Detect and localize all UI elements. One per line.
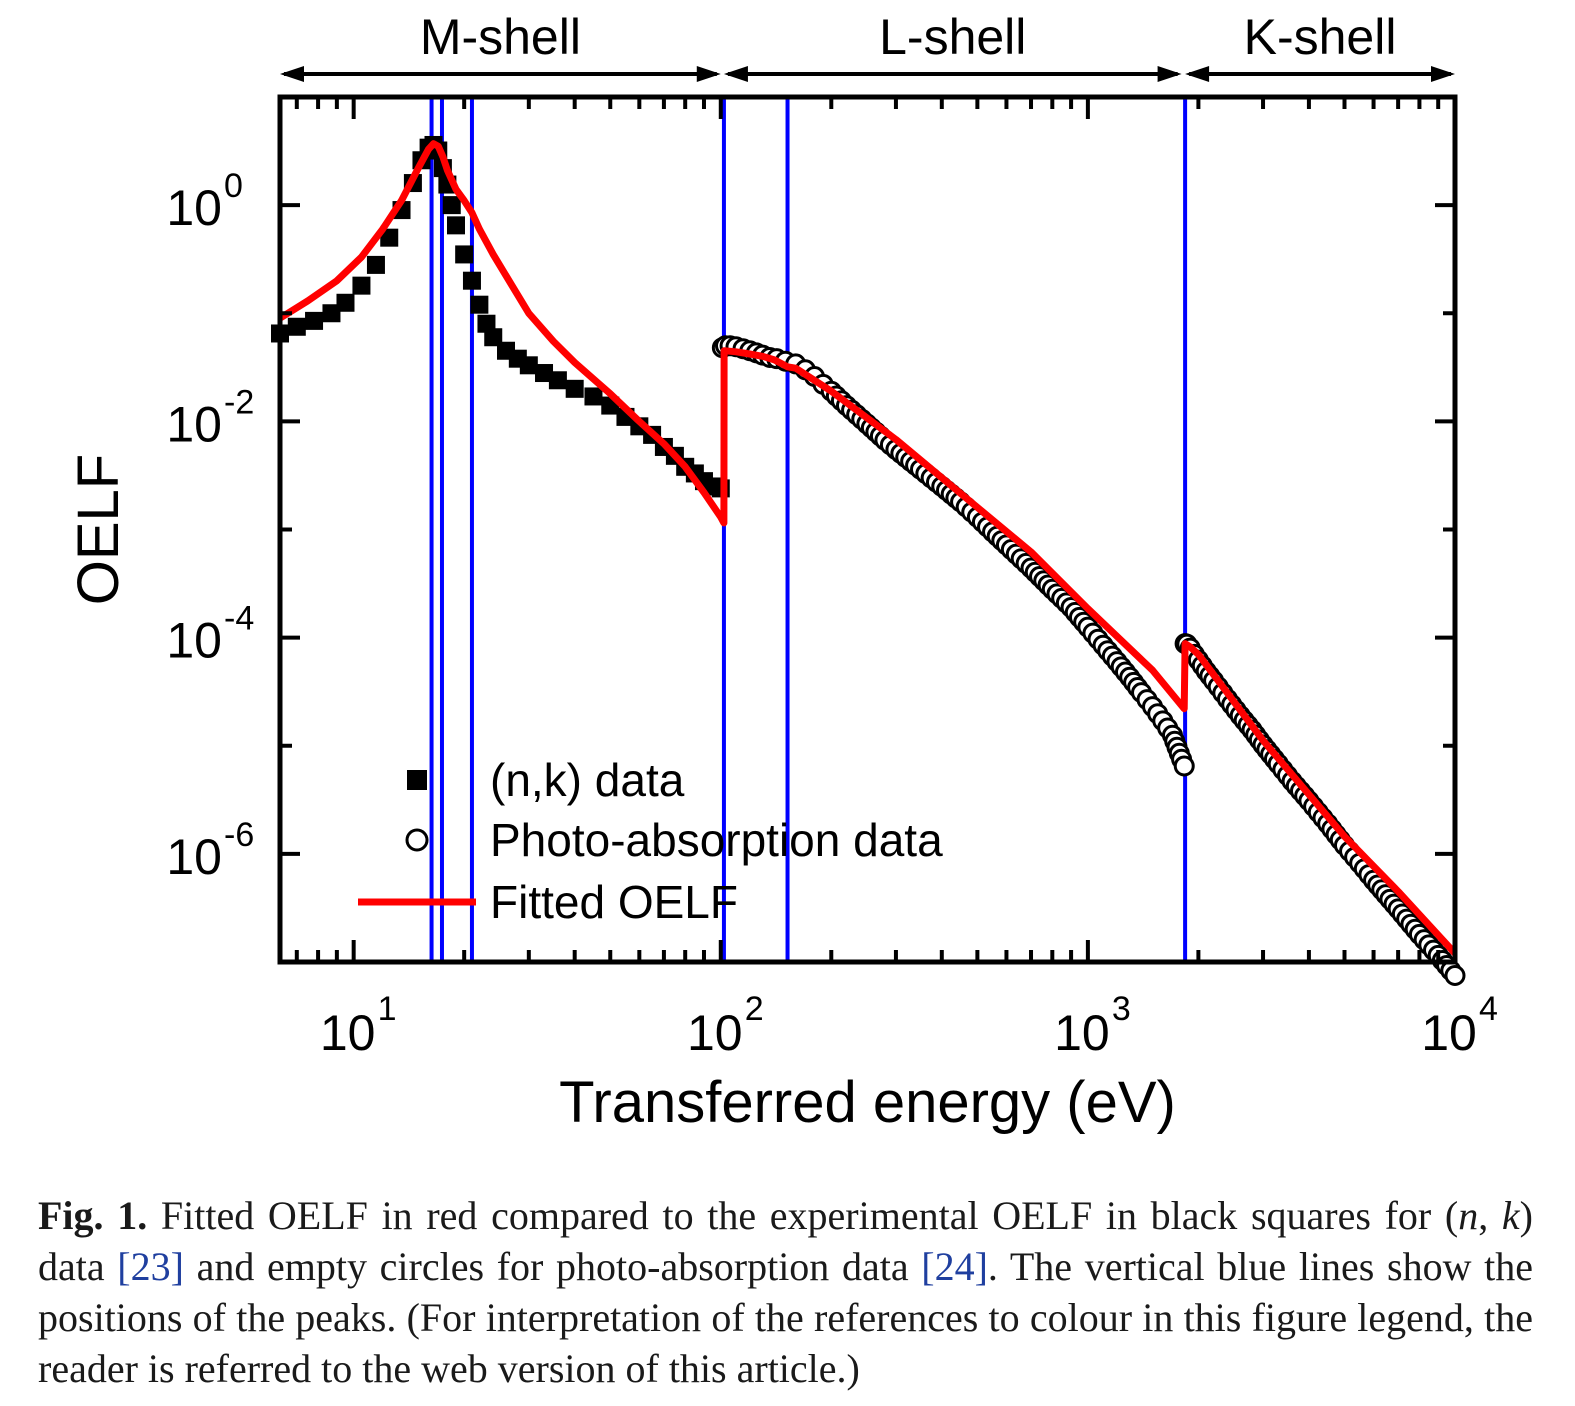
x-tick-label: 10 <box>320 1005 376 1061</box>
photoabsorption-data-point <box>1173 755 1195 777</box>
nk-data-point <box>519 356 538 375</box>
nk-data-point <box>462 271 481 290</box>
caption-text-2: , <box>1478 1193 1502 1238</box>
nk-data-point <box>565 379 584 398</box>
legend-label: (n,k) data <box>490 754 685 806</box>
shell-arrow-head-right <box>1431 66 1455 82</box>
legend-label: Photo-absorption data <box>490 814 943 866</box>
caption-text-3: ) data <box>38 1193 1533 1289</box>
data-series <box>271 135 1466 987</box>
x-tick-label: 10 <box>687 1005 743 1061</box>
nk-data-point <box>548 371 567 390</box>
caption-text-5: . The vertical blue lines show the posit… <box>38 1244 1534 1391</box>
nk-data-point <box>455 245 474 264</box>
x-tick-exponent: 4 <box>1479 990 1498 1028</box>
x-tick-label: 10 <box>1054 1005 1110 1061</box>
x-axis-title: Transferred energy (eV) <box>559 1070 1176 1135</box>
nk-data-point <box>470 295 489 314</box>
figure-caption: Fig. 1. Fitted OELF in red compared to t… <box>38 1190 1533 1394</box>
nk-data-point <box>380 228 399 247</box>
shell-arrow-head-left <box>280 66 304 82</box>
shell-range-annotations: M-shell L-shell K-shell <box>280 9 1455 82</box>
shell-arrow-head-right <box>696 66 721 82</box>
caption-text-1: Fitted OELF in red compared to the exper… <box>147 1193 1459 1238</box>
x-tick-exponent: 2 <box>745 990 764 1028</box>
y-tick-label: 10 <box>166 180 222 236</box>
legend-label: Fitted OELF <box>490 876 738 928</box>
peak-lines <box>429 97 1188 962</box>
nk-data-point <box>535 364 554 383</box>
caption-k: k <box>1501 1193 1520 1238</box>
nk-data-point <box>477 314 496 333</box>
caption-label: Fig. 1. <box>38 1193 148 1238</box>
nk-data-point <box>322 304 341 323</box>
oelf-chart: M-shell L-shell K-shell 10 1 10 2 10 3 10 410 010-… <box>66 9 1498 1135</box>
shell-arrow-head-left <box>723 66 748 82</box>
x-tick-exponent: 1 <box>378 990 397 1028</box>
nk-data-point <box>442 196 461 215</box>
shell-label: L-shell <box>879 9 1026 65</box>
y-tick-label: 10 <box>166 396 222 452</box>
axis-ticks <box>280 95 1457 964</box>
shell-label: K-shell <box>1244 9 1397 65</box>
nk-data-point <box>305 311 324 330</box>
shell-arrow-head-right <box>1157 66 1182 82</box>
reference-link-24[interactable]: [24] <box>921 1244 988 1289</box>
nk-data-point <box>584 387 603 406</box>
shell-arrow-head-left <box>1185 66 1210 82</box>
y-tick-label: 10 <box>166 613 222 669</box>
photoabsorption-data-point <box>1444 965 1466 987</box>
caption-n: n <box>1458 1193 1479 1238</box>
y-tick-exponent: -2 <box>224 383 254 421</box>
legend-square-icon <box>407 770 427 790</box>
shell-label: M-shell <box>420 9 581 65</box>
legend-circle-icon <box>405 828 429 852</box>
x-tick-exponent: 3 <box>1112 990 1131 1028</box>
nk-data-point <box>366 255 385 274</box>
y-tick-exponent: 0 <box>224 167 243 205</box>
fitted-oelf-line <box>278 140 1458 956</box>
reference-link-23[interactable]: [23] <box>117 1244 184 1289</box>
nk-data-point <box>336 293 355 312</box>
nk-data-point <box>352 276 371 295</box>
legend: (n,k) data Photo-absorption data Fitted OE… <box>358 754 943 928</box>
y-tick-exponent: -6 <box>224 816 254 854</box>
caption-text-4: and empty circles for photo-absorption d… <box>183 1244 922 1289</box>
y-axis-title: OELF <box>66 454 131 606</box>
x-tick-label: 10 <box>1421 1005 1477 1061</box>
y-tick-exponent: -4 <box>224 600 254 638</box>
nk-data-point <box>484 328 503 347</box>
nk-data-point <box>287 317 306 336</box>
y-tick-label: 10 <box>166 829 222 885</box>
nk-data-point <box>446 216 465 235</box>
